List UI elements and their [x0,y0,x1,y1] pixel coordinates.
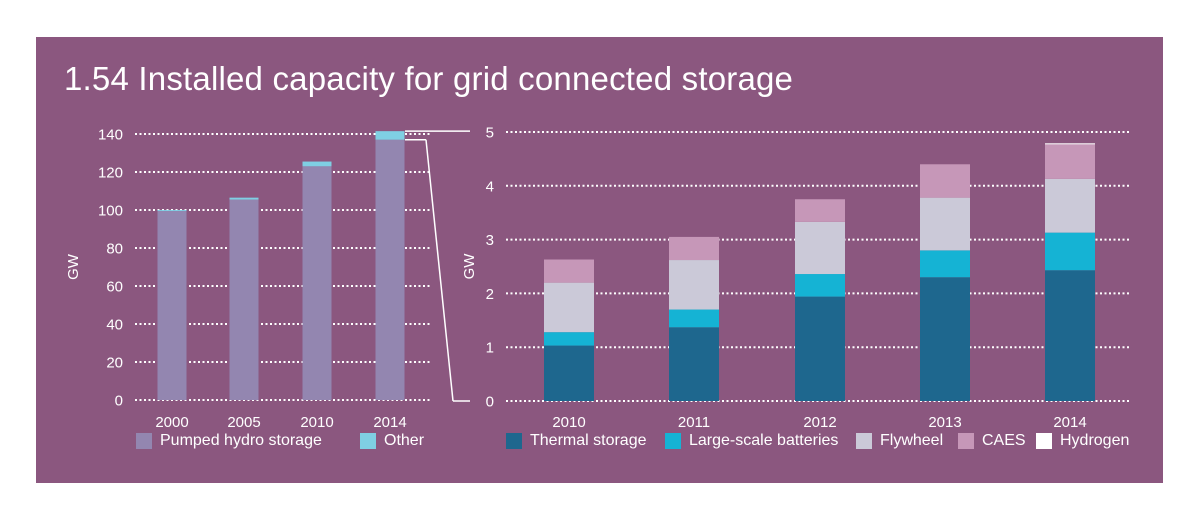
legend-item-pumped: Pumped hydro storage [136,432,322,450]
legend-label: Other [384,432,425,449]
legend-swatch-flywheel [856,433,872,449]
left-ytick-label: 60 [106,279,123,296]
right-ytick-label: 0 [486,394,494,411]
left-ytick-label: 140 [98,127,123,144]
left-xtick-label: 2000 [155,414,188,431]
zoom-line-diagonal [425,139,454,402]
right-bar-flywheel [1045,178,1095,233]
legend-item-hydrogen: Hydrogen [1036,432,1129,450]
right-bar-caes [544,259,594,283]
left-xtick-label: 2014 [373,414,406,431]
legend-label: CAES [982,432,1026,449]
right-bar-thermal [920,277,970,401]
legend-label: Large-scale batteries [689,432,839,449]
right-ytick-label: 4 [486,178,494,195]
left-chart: 0 20 40 60 80 100 120 140 GW 2000 2005 2010 2014 [65,127,430,431]
left-xtick-label: 2005 [227,414,260,431]
right-y-axis-label: GW [461,253,478,280]
chart-title: 1.54 Installed capacity for grid connect… [64,60,794,97]
legend-label: Flywheel [880,432,944,449]
right-bar-flywheel [920,197,970,251]
left-ytick-label: 100 [98,203,123,220]
legend-item-batteries: Large-scale batteries [665,432,838,450]
right-bar-caes [795,199,845,222]
left-bar-pumped [229,199,259,400]
right-xtick-label: 2010 [552,414,585,431]
right-bar-flywheel [544,282,594,333]
legend-label: Hydrogen [1060,432,1130,449]
right-bar-batteries [920,250,970,278]
right-bar-batteries [1045,232,1095,271]
legend-swatch-batteries [665,433,681,449]
legend-swatch-other [360,433,376,449]
legend-swatch-hydrogen [1036,433,1052,449]
left-bar-other [229,197,259,200]
legend-item-flywheel: Flywheel [856,432,943,450]
legend-item-thermal: Thermal storage [506,432,647,450]
right-bar-thermal [669,327,719,401]
right-bar-batteries [544,332,594,346]
left-bar-pumped [302,166,332,400]
chart-panel [36,37,1163,483]
legend-swatch-caes [958,433,974,449]
left-bar-other [302,161,332,167]
right-bar-flywheel [795,221,845,275]
zoom-connector [405,130,470,402]
right-xtick-label: 2011 [678,414,710,431]
left-legend: Pumped hydro storage Other [0,432,1200,452]
right-ytick-label: 2 [486,286,494,303]
left-bar-pumped [375,139,405,400]
right-bar-batteries [669,309,719,328]
legend-label: Pumped hydro storage [160,432,322,449]
right-ytick-label: 5 [486,125,494,142]
right-bar-thermal [544,345,594,401]
right-xtick-label: 2013 [928,414,961,431]
right-bar-caes [1045,144,1095,179]
left-bar-other [157,210,187,211]
right-bar-caes [669,236,719,261]
right-bar-caes [920,164,970,198]
left-y-axis-label: GW [65,253,82,280]
left-ytick-label: 20 [106,355,123,372]
legend-label: Thermal storage [530,432,647,449]
right-chart: 0 1 2 3 4 5 GW 2010 2011 2012 2013 2014 [461,125,1130,431]
right-legend: Thermal storage Large-scale batteries Flyw… [0,432,1200,452]
right-xtick-label: 2012 [803,414,836,431]
left-bar-pumped [157,210,187,400]
left-ytick-label: 0 [115,393,123,410]
right-bar-thermal [1045,270,1095,401]
left-bar-other [375,131,405,140]
left-xtick-label: 2010 [300,414,333,431]
right-bar-flywheel [669,260,719,310]
right-bar-thermal [795,296,845,401]
right-ytick-label: 3 [486,232,494,249]
legend-item-caes: CAES [958,432,1026,450]
left-ytick-label: 120 [98,165,123,182]
legend-swatch-pumped [136,433,152,449]
left-ytick-label: 40 [106,317,123,334]
legend-item-other: Other [360,432,424,450]
right-bar-batteries [795,274,845,297]
legend-swatch-thermal [506,433,522,449]
right-bar-hydrogen [1045,143,1095,145]
right-xtick-label: 2014 [1053,414,1086,431]
right-ytick-label: 1 [486,340,494,357]
left-ytick-label: 80 [106,241,123,258]
